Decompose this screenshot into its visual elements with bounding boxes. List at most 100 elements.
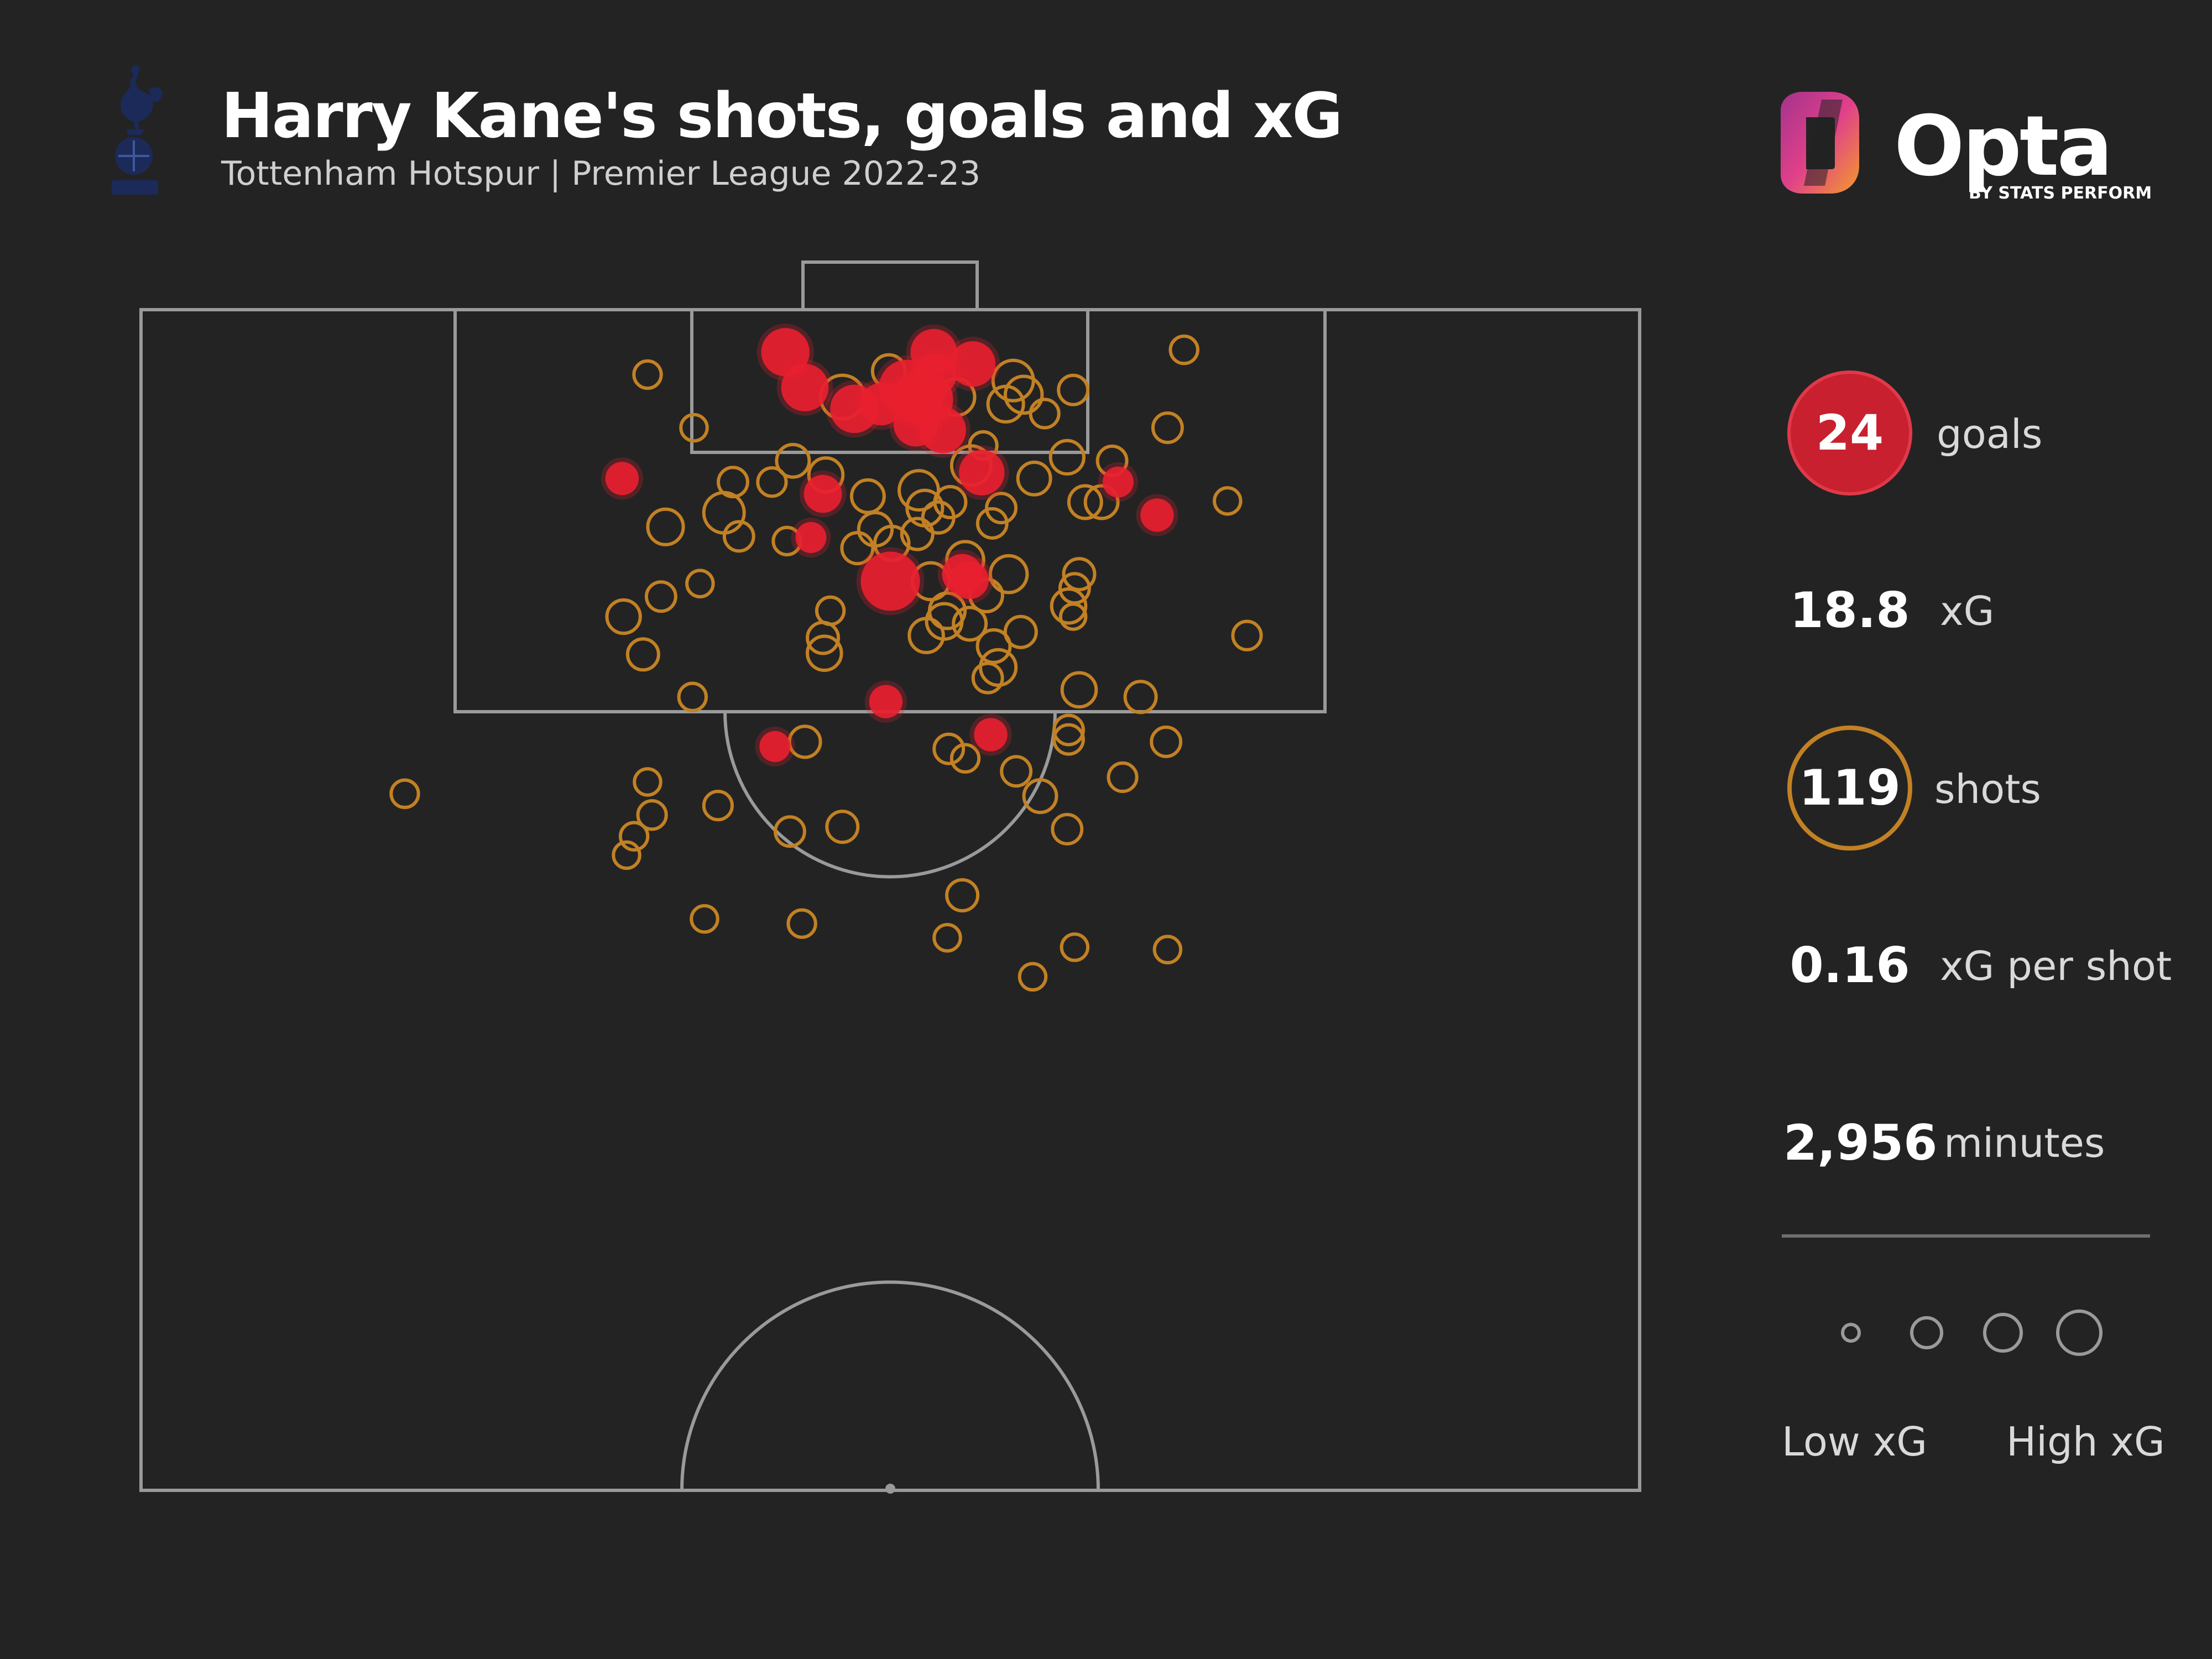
goal-marker bbox=[1102, 466, 1134, 498]
legend-high-label: High xG bbox=[2006, 1418, 2165, 1465]
goal-marker bbox=[959, 450, 1005, 495]
shot-marker bbox=[775, 442, 811, 479]
cockerel-crest-icon bbox=[112, 65, 163, 195]
shot-marker bbox=[988, 554, 1029, 594]
shot-marker bbox=[1048, 439, 1086, 476]
shot-marker bbox=[1051, 812, 1084, 846]
minutes-value: 2,956 bbox=[1783, 1114, 1938, 1171]
shot-marker bbox=[1083, 484, 1120, 520]
goal-marker bbox=[974, 718, 1008, 752]
goal-marker bbox=[869, 685, 903, 718]
shot-marker bbox=[806, 620, 841, 655]
shot-marker bbox=[677, 681, 708, 712]
shot-marker bbox=[950, 743, 981, 774]
shot-marker bbox=[1052, 713, 1085, 747]
goals-label: goals bbox=[1937, 411, 2043, 457]
shot-marker bbox=[1107, 761, 1139, 794]
shot-marker bbox=[717, 466, 749, 499]
shot-marker bbox=[932, 732, 966, 765]
shot-marker bbox=[646, 507, 685, 546]
shot-marker bbox=[1231, 619, 1263, 651]
goal-marker bbox=[914, 353, 957, 396]
shot-marker bbox=[815, 595, 846, 627]
opta-logo-icon bbox=[1781, 92, 1859, 194]
legend-circle-xs bbox=[1841, 1323, 1861, 1343]
shot-marker bbox=[975, 507, 1009, 540]
shot-marker bbox=[702, 790, 734, 822]
goal-marker bbox=[761, 328, 810, 377]
shot-marker bbox=[986, 384, 1025, 424]
shot-marker bbox=[979, 648, 1018, 687]
goals-badge bbox=[1787, 371, 1912, 495]
shot-marker bbox=[722, 520, 755, 553]
shots-value: 119 bbox=[1799, 759, 1901, 816]
centre-spot bbox=[885, 1484, 895, 1494]
shot-marker bbox=[985, 492, 1018, 525]
shot-marker bbox=[389, 778, 420, 810]
goal-marker bbox=[950, 341, 996, 387]
legend-circle-l bbox=[2056, 1310, 2103, 1356]
shot-marker bbox=[825, 810, 860, 844]
goal-marker bbox=[951, 561, 989, 599]
shot-marker bbox=[632, 359, 663, 390]
shot-marker bbox=[1000, 755, 1033, 788]
shot-marker bbox=[1152, 935, 1183, 964]
shot-marker bbox=[605, 598, 642, 635]
shot-marker bbox=[1052, 723, 1085, 756]
legend-circle-s bbox=[1910, 1316, 1943, 1349]
shot-marker bbox=[1062, 557, 1097, 592]
shot-marker bbox=[1057, 373, 1090, 406]
shot-marker bbox=[625, 637, 660, 672]
brand-logo: Opta BY STATS PERFORM bbox=[1764, 88, 2152, 210]
goal-marker bbox=[860, 383, 903, 426]
brand-tagline: BY STATS PERFORM bbox=[1969, 184, 2152, 203]
shot-marker bbox=[612, 840, 641, 870]
shot-marker bbox=[1003, 374, 1044, 415]
shot-marker bbox=[1029, 398, 1061, 430]
shot-marker bbox=[945, 878, 980, 912]
shot-marker bbox=[1151, 411, 1184, 444]
shot-marker bbox=[900, 517, 935, 551]
shot-marker bbox=[1123, 680, 1158, 714]
goal-frame bbox=[801, 260, 979, 311]
shot-marker bbox=[1067, 484, 1103, 520]
xg-per-shot-value: 0.16 bbox=[1790, 937, 1910, 994]
shot-marker bbox=[971, 661, 1004, 695]
shot-marker bbox=[773, 815, 806, 848]
xg-per-shot-label: xG per shot bbox=[1940, 943, 2172, 989]
shot-marker bbox=[849, 478, 886, 514]
shots-layer bbox=[389, 334, 1263, 992]
shot-marker bbox=[925, 602, 964, 641]
minutes-label: minutes bbox=[1944, 1120, 2105, 1166]
shot-marker bbox=[1212, 486, 1243, 516]
shot-marker bbox=[1150, 725, 1183, 758]
shot-marker bbox=[805, 634, 843, 672]
shot-marker bbox=[644, 580, 677, 613]
goals-layer bbox=[601, 324, 1178, 766]
shot-marker bbox=[679, 413, 709, 443]
shot-marker bbox=[786, 908, 817, 939]
shots-badge bbox=[1787, 726, 1912, 851]
shot-marker bbox=[1018, 962, 1048, 992]
shot-marker bbox=[1022, 778, 1058, 815]
goals-value: 24 bbox=[1815, 404, 1884, 461]
shot-marker bbox=[1060, 932, 1090, 962]
legend-divider bbox=[1782, 1234, 2150, 1238]
shot-marker bbox=[932, 923, 962, 953]
pitch-outline bbox=[139, 308, 1641, 1492]
penalty-arc bbox=[723, 711, 1057, 879]
brand-name: Opta bbox=[1894, 98, 2113, 195]
shot-marker bbox=[1060, 671, 1098, 709]
shot-marker bbox=[690, 904, 719, 934]
goal-marker bbox=[860, 551, 920, 611]
goal-marker bbox=[795, 522, 827, 554]
shot-marker bbox=[975, 628, 1012, 664]
shot-marker bbox=[756, 466, 788, 498]
shot-marker bbox=[1003, 614, 1038, 649]
legend-low-label: Low xG bbox=[1782, 1418, 1928, 1465]
xg-size-legend bbox=[1841, 1310, 2103, 1356]
shot-marker bbox=[618, 821, 650, 852]
centre-circle bbox=[680, 1280, 1100, 1491]
chart-subtitle: Tottenham Hotspur | Premier League 2022-… bbox=[221, 154, 981, 193]
